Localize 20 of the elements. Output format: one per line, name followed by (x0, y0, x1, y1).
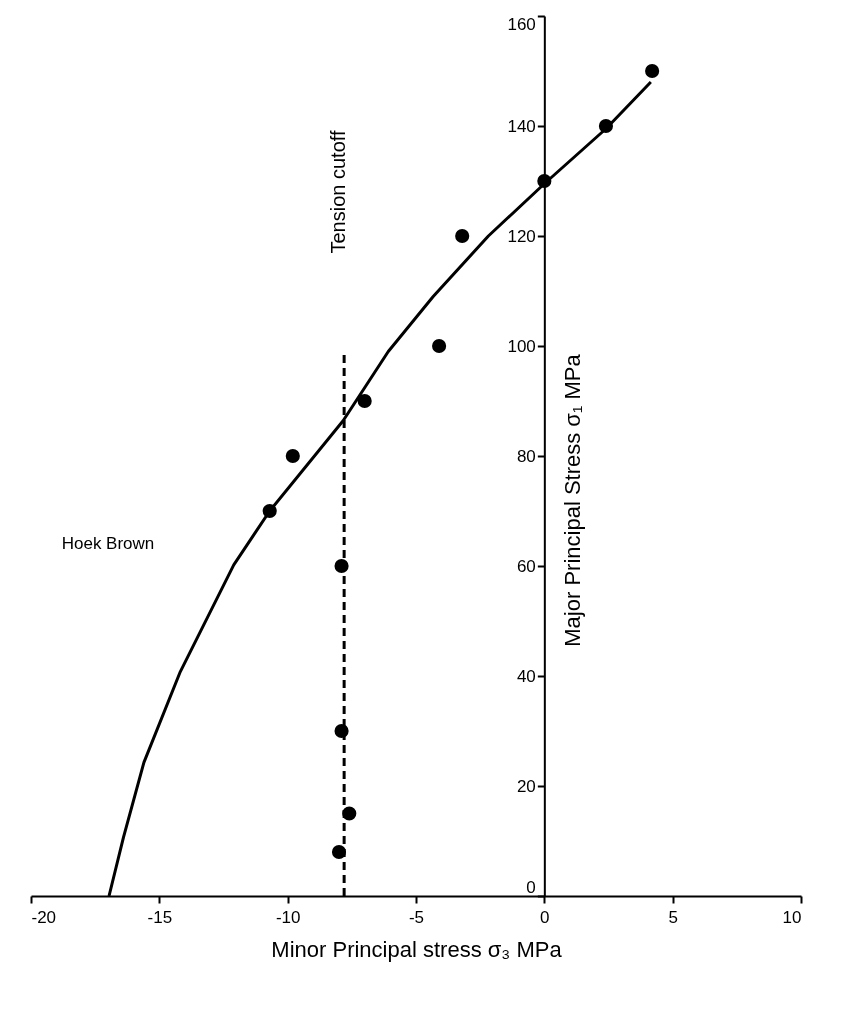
annotation: Hoek Brown (61, 534, 155, 553)
y-tick-label: 80 (516, 446, 536, 466)
x-tick-label: -5 (408, 907, 425, 927)
y-tick-label: 160 (507, 14, 536, 34)
x-tick-label: 10 (782, 907, 802, 927)
x-tick-label: -20 (31, 907, 57, 927)
y-tick-label: 60 (516, 556, 536, 576)
y-tick-label: 120 (507, 226, 536, 246)
y-axis-title: Major Principal Stress σ₁ MPa (559, 353, 585, 647)
x-tick-label: -10 (275, 907, 301, 927)
y-tick-label: 100 (507, 336, 536, 356)
x-tick-label: -15 (147, 907, 173, 927)
y-tick-label: 0 (526, 877, 536, 897)
x-tick-label: 5 (668, 907, 678, 927)
x-axis-title: Minor Principal stress σ₃ MPa (271, 936, 563, 962)
y-tick-label: 40 (516, 666, 536, 686)
y-tick-label: 140 (507, 116, 536, 136)
x-tick-label: 0 (540, 907, 550, 927)
y-tick-label: 20 (516, 776, 536, 796)
annotation: Tension cutoff (327, 130, 349, 254)
